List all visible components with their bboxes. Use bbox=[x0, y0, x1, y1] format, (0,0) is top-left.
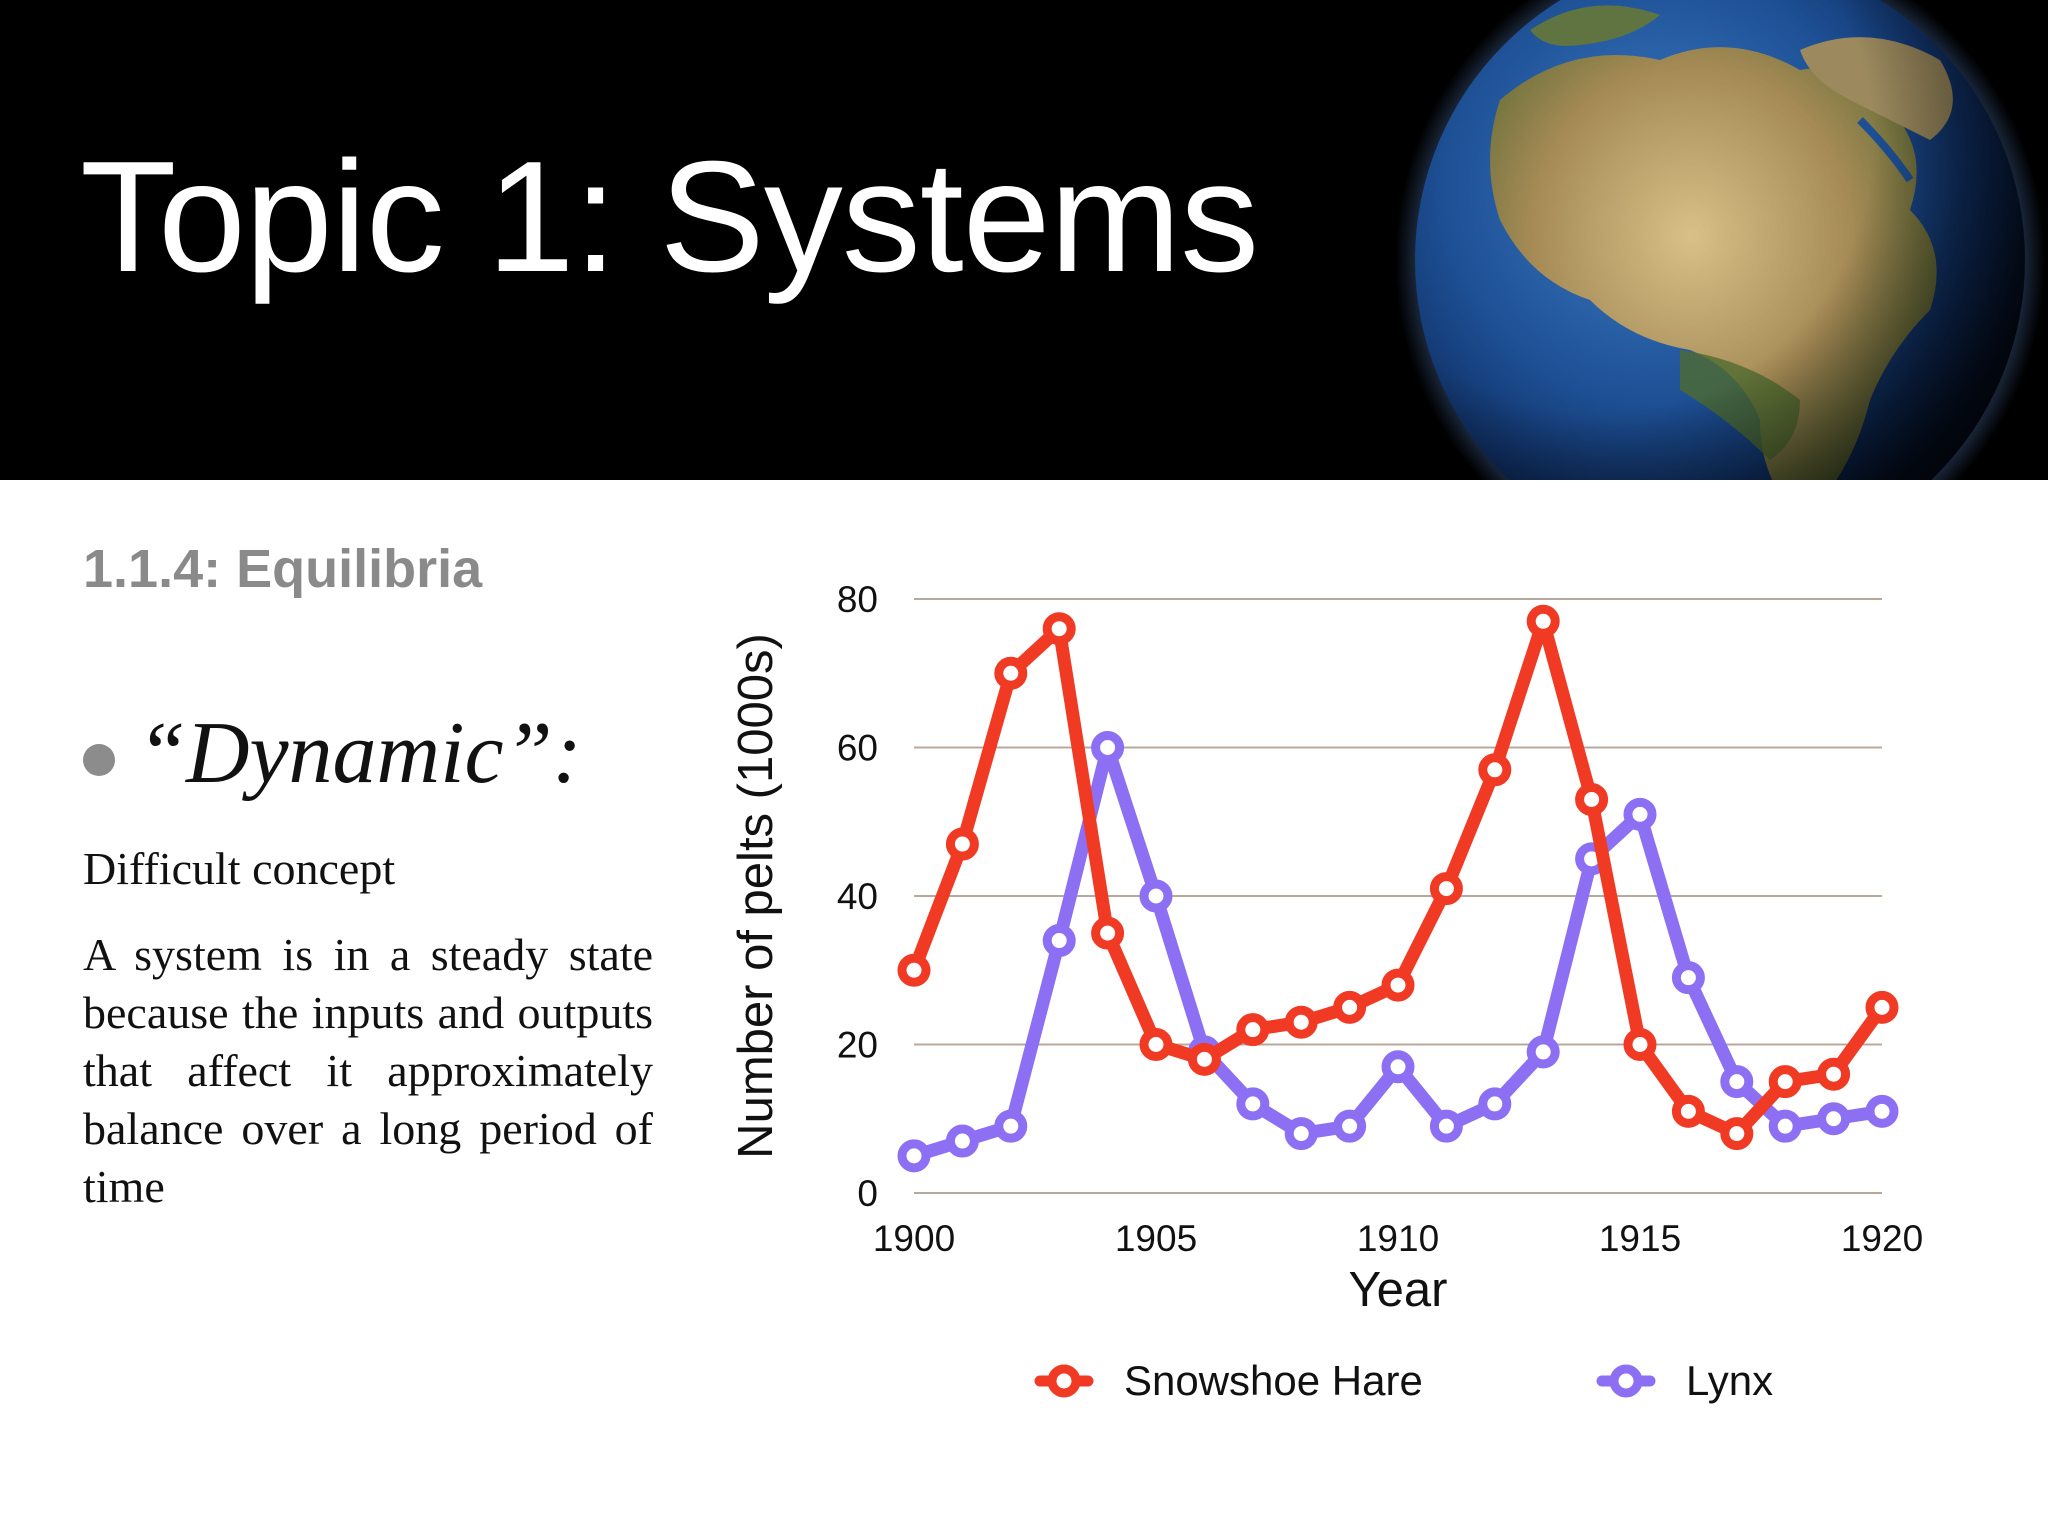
y-axis-title: Number of pelts (1000s) bbox=[729, 633, 783, 1159]
snowshoe-hare-point-1912 bbox=[1478, 753, 1512, 787]
snowshoe-hare-point-1910 bbox=[1381, 968, 1415, 1002]
x-tick-label-1920: 1920 bbox=[1841, 1218, 1923, 1259]
definition-paragraph: A system is in a steady state because th… bbox=[83, 929, 653, 1212]
snowshoe-hare-point-1919 bbox=[1817, 1057, 1851, 1091]
lynx-point-1907 bbox=[1236, 1087, 1270, 1121]
snowshoe-hare-point-1900 bbox=[897, 953, 931, 987]
lynx-point-1904 bbox=[1091, 731, 1125, 764]
lynx-point-1912 bbox=[1478, 1087, 1512, 1121]
lynx-point-1911 bbox=[1429, 1109, 1463, 1143]
lynx-point-1905 bbox=[1139, 879, 1173, 913]
y-tick-label-0: 0 bbox=[857, 1173, 878, 1214]
x-axis-title: Year bbox=[1348, 1263, 1447, 1317]
lynx-point-1900 bbox=[897, 1139, 931, 1173]
x-tick-label-1915: 1915 bbox=[1599, 1218, 1681, 1259]
axis-ticks: 0 20 40 60 80 1900 1905 1910 1915 1920 bbox=[837, 579, 1923, 1259]
lynx-point-1901 bbox=[945, 1124, 979, 1158]
y-tick-label-20: 20 bbox=[837, 1025, 878, 1066]
lynx-point-1917 bbox=[1720, 1065, 1754, 1099]
snowshoe-hare-point-1903 bbox=[1042, 612, 1076, 646]
snowshoe-hare-point-1911 bbox=[1429, 872, 1463, 906]
series-snowshoe-hare bbox=[897, 604, 1899, 1151]
snowshoe-hare-point-1920 bbox=[1865, 990, 1899, 1024]
bullet-item: “Dynamic”: bbox=[83, 705, 643, 806]
lynx-legend-label: Lynx bbox=[1686, 1357, 1773, 1404]
y-tick-label-80: 80 bbox=[837, 579, 878, 620]
lynx-point-1913 bbox=[1526, 1035, 1560, 1069]
x-tick-label-1910: 1910 bbox=[1357, 1218, 1439, 1259]
lynx-point-1919 bbox=[1817, 1102, 1851, 1136]
snowshoe-hare-point-1909 bbox=[1333, 990, 1367, 1024]
series-layer bbox=[897, 604, 1899, 1173]
lynx-point-1920 bbox=[1865, 1094, 1899, 1128]
lynx-point-1903 bbox=[1042, 924, 1076, 958]
snowshoe-hare-point-1915 bbox=[1623, 1028, 1657, 1061]
x-tick-label-1905: 1905 bbox=[1115, 1218, 1197, 1259]
y-tick-label-60: 60 bbox=[837, 728, 878, 769]
lynx-legend-marker bbox=[1609, 1364, 1643, 1398]
y-tick-label-40: 40 bbox=[837, 876, 878, 917]
bullet-heading: “Dynamic”: bbox=[137, 705, 582, 802]
snowshoe-hare-point-1902 bbox=[994, 656, 1028, 690]
title-banner: Topic 1: Systems bbox=[0, 0, 2048, 480]
snowshoe-hare-point-1914 bbox=[1575, 782, 1609, 816]
legend-item-snowshoe-hare: Snowshoe Hare bbox=[1034, 1357, 1423, 1404]
lynx-point-1909 bbox=[1333, 1109, 1367, 1143]
section-subtitle: 1.1.4: Equilibria bbox=[83, 539, 483, 599]
snowshoe-hare-point-1908 bbox=[1284, 1005, 1318, 1039]
x-tick-label-1900: 1900 bbox=[873, 1218, 955, 1259]
lynx-point-1908 bbox=[1284, 1117, 1318, 1151]
snowshoe-hare-point-1901 bbox=[945, 827, 979, 861]
snowshoe-hare-point-1904 bbox=[1091, 916, 1125, 950]
legend-item-lynx: Lynx bbox=[1596, 1357, 1773, 1404]
snowshoe-hare-point-1916 bbox=[1671, 1094, 1705, 1128]
legend: Snowshoe Hare Lynx bbox=[1034, 1357, 1773, 1404]
slide-title: Topic 1: Systems bbox=[80, 129, 1259, 305]
snowshoe-hare-point-1906 bbox=[1187, 1042, 1221, 1076]
bullet-dot-icon bbox=[83, 744, 115, 776]
snowshoe-hare-point-1913 bbox=[1526, 604, 1560, 638]
lynx-point-1910 bbox=[1381, 1050, 1415, 1084]
snowshoe-hare-point-1917 bbox=[1720, 1117, 1754, 1151]
snowshoe-hare-legend-label: Snowshoe Hare bbox=[1124, 1357, 1423, 1404]
lynx-point-1918 bbox=[1768, 1109, 1802, 1143]
lynx-point-1902 bbox=[994, 1109, 1028, 1143]
snowshoe-hare-point-1907 bbox=[1236, 1013, 1270, 1047]
snowshoe-hare-legend-marker bbox=[1047, 1364, 1081, 1398]
population-line-chart: 0 20 40 60 80 1900 1905 1910 1915 1920 Year Numbe… bbox=[729, 579, 1923, 1404]
gridlines bbox=[914, 598, 1882, 1194]
snowshoe-hare-point-1918 bbox=[1768, 1065, 1802, 1099]
concept-note: Difficult concept bbox=[83, 843, 396, 894]
lynx-point-1915 bbox=[1623, 797, 1657, 831]
snowshoe-hare-point-1905 bbox=[1139, 1028, 1173, 1061]
lynx-point-1916 bbox=[1671, 961, 1705, 995]
series-lynx bbox=[897, 731, 1899, 1173]
earth-globe-image bbox=[1395, 0, 2045, 480]
